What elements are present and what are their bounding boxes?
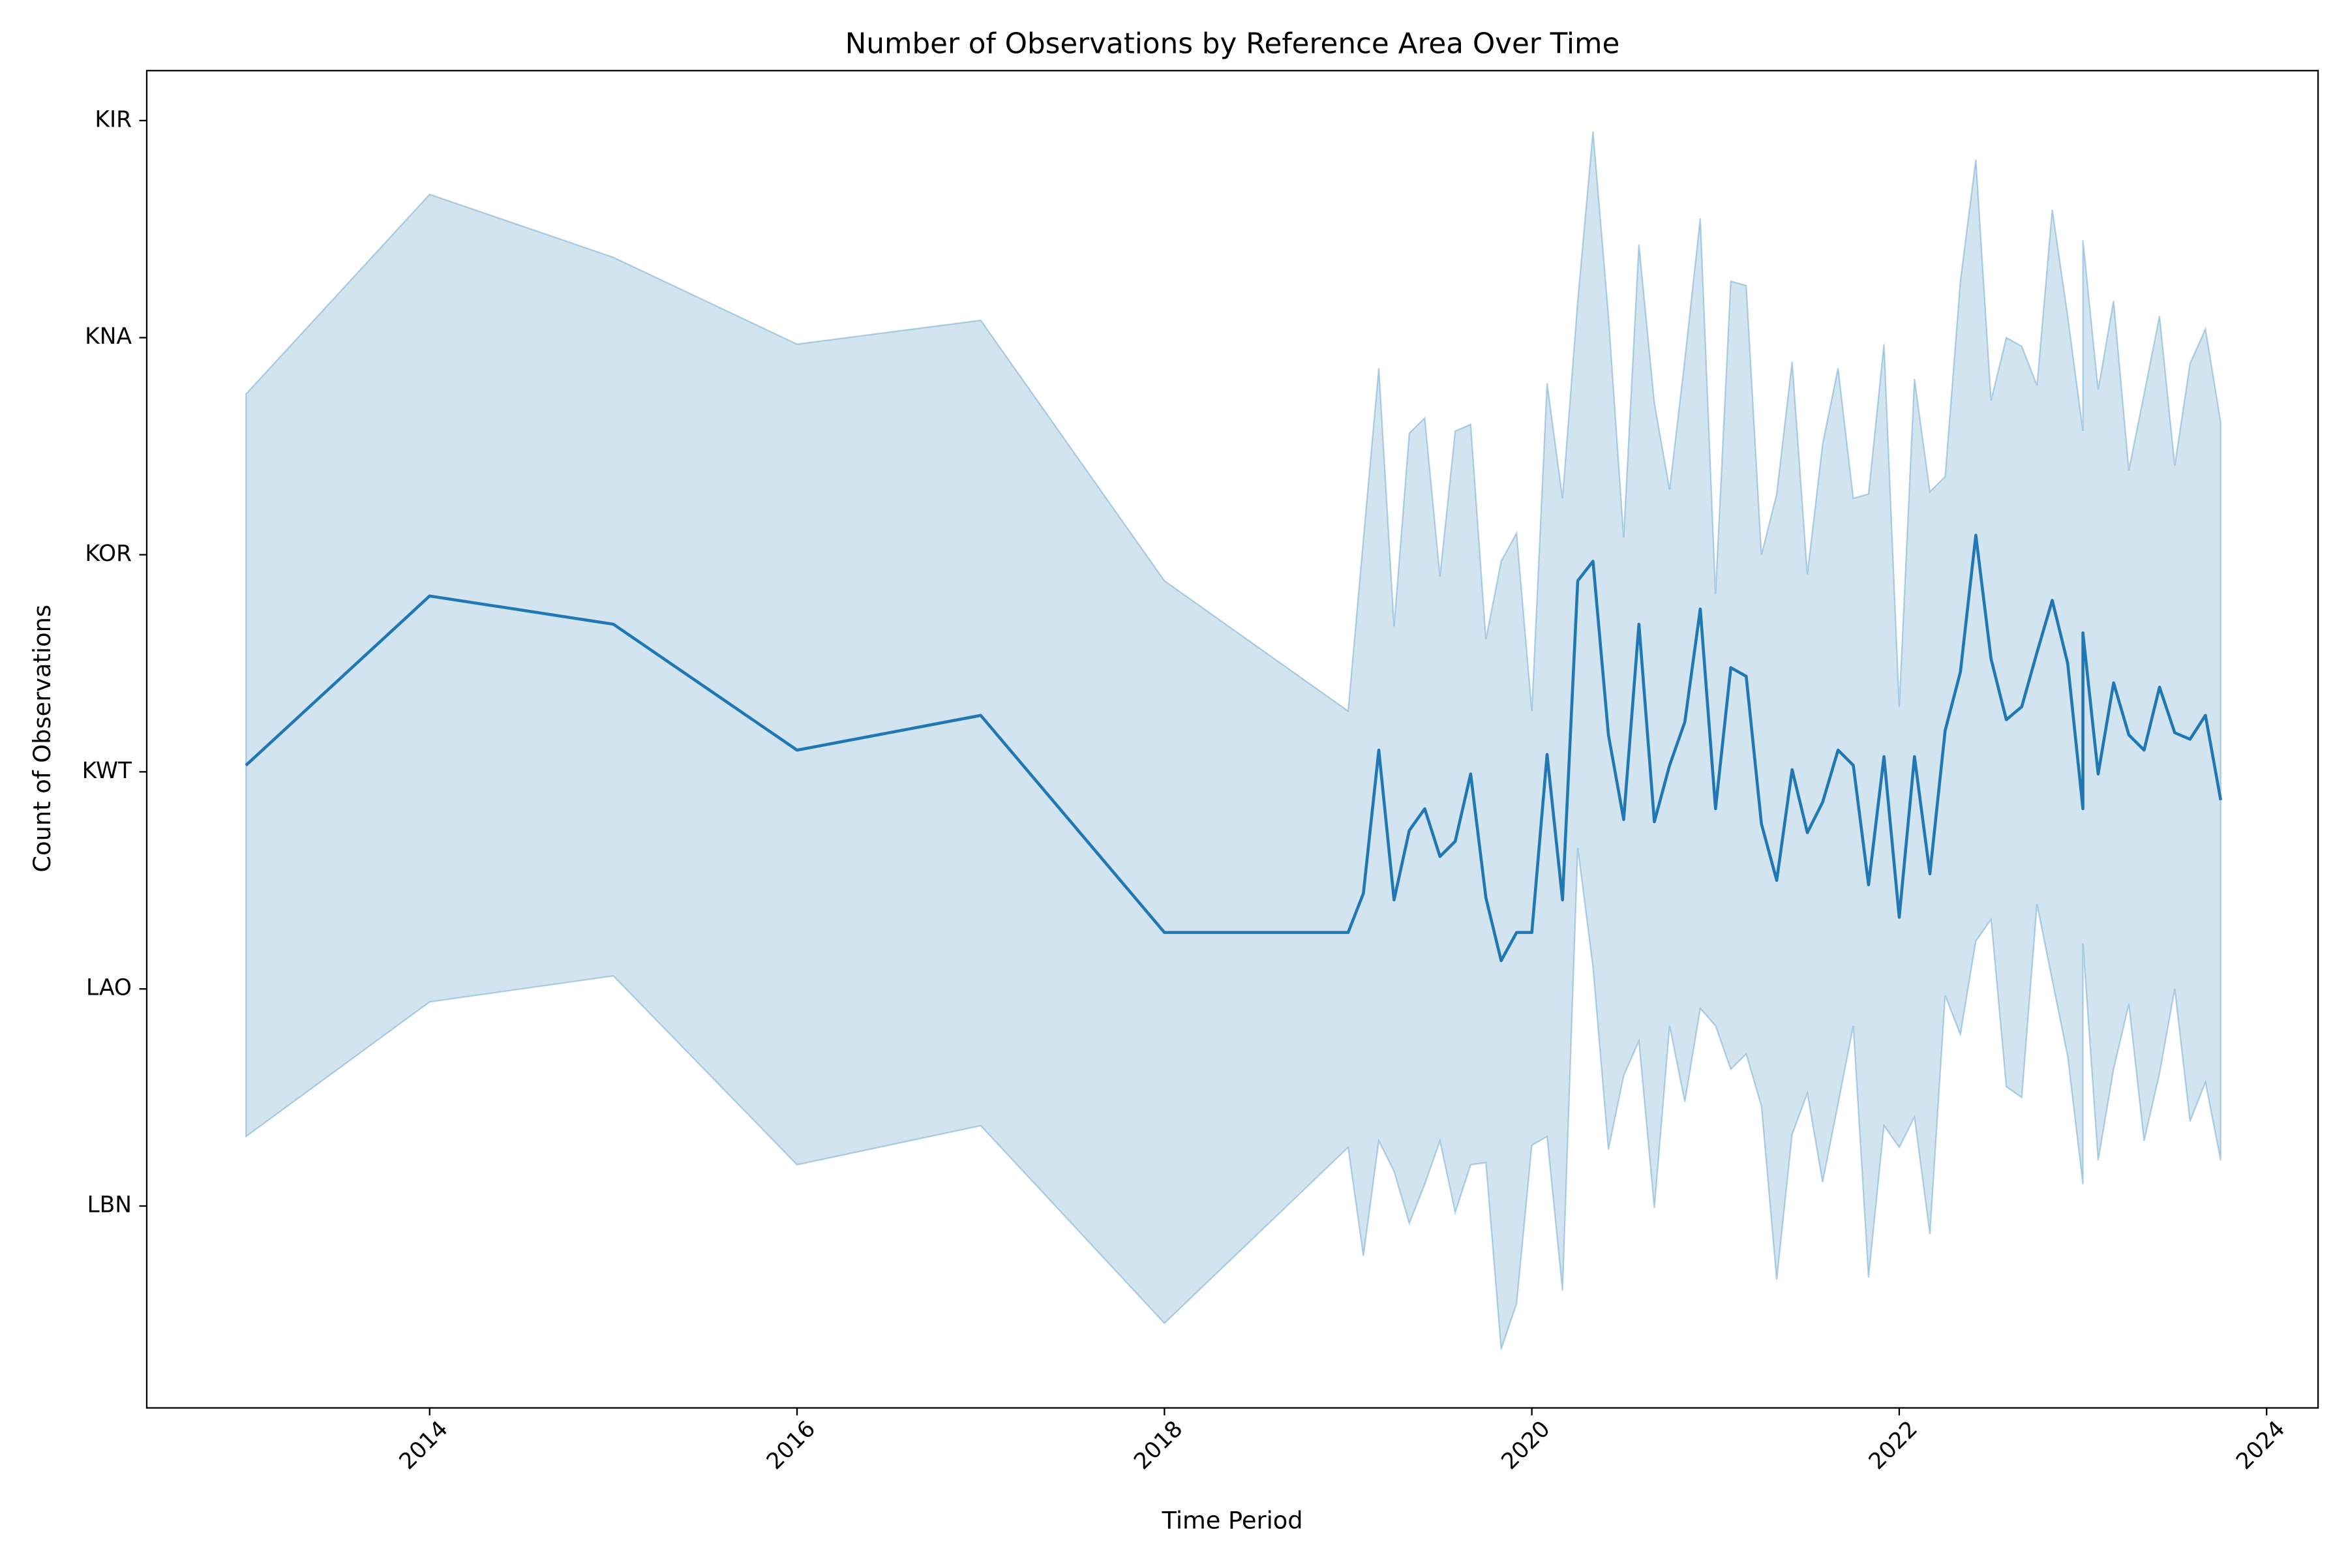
y-tick-label: KIR xyxy=(95,106,132,132)
x-tick-label: 2022 xyxy=(1864,1416,1923,1475)
y-tick-label: KWT xyxy=(82,758,132,784)
x-tick-label: 2016 xyxy=(762,1416,820,1475)
y-tick-label: KOR xyxy=(85,541,132,567)
y-tick-label: LAO xyxy=(86,975,132,1001)
x-tick-label: 2014 xyxy=(395,1416,453,1475)
x-tick-label: 2020 xyxy=(1496,1416,1555,1475)
mean-line xyxy=(245,534,2223,963)
x-tick-label: 2018 xyxy=(1129,1416,1188,1475)
plot-frame xyxy=(145,70,2319,1409)
chart-title: Number of Observations by Reference Area… xyxy=(845,27,1620,60)
y-axis-label: Count of Observations xyxy=(28,605,56,873)
y-tick-label: KNA xyxy=(85,324,132,350)
x-tick-label: 2024 xyxy=(2231,1416,2290,1475)
confidence-band xyxy=(245,131,2221,1350)
y-tick-label: LBN xyxy=(87,1192,132,1218)
x-axis-label: Time Period xyxy=(1162,1507,1303,1535)
